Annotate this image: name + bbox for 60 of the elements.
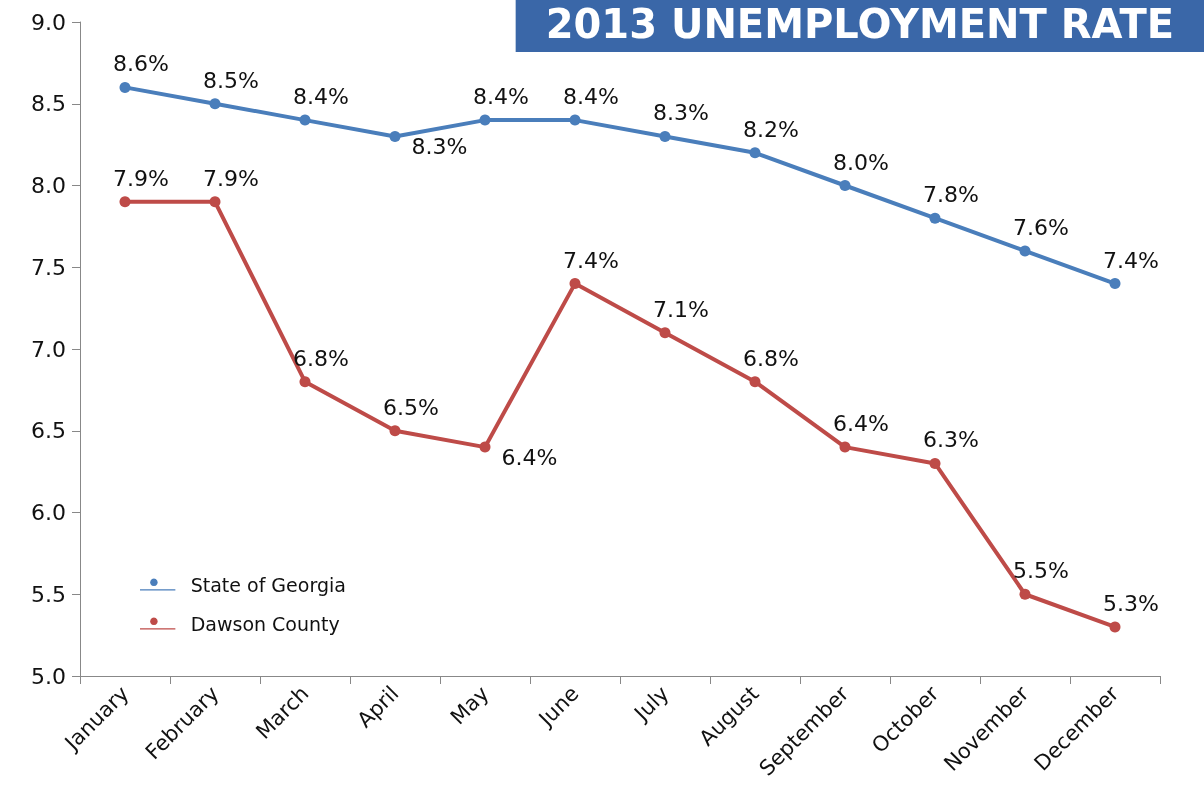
y-tick-label: 8.0	[31, 173, 66, 198]
data-label: 7.4%	[563, 247, 619, 273]
point	[299, 376, 311, 388]
data-label: 5.5%	[1013, 558, 1069, 584]
data-label: 6.5%	[383, 394, 439, 420]
point	[1019, 245, 1031, 257]
y-tick-label: 5.0	[31, 663, 66, 689]
y-tick-label: 5.5	[31, 581, 66, 607]
point	[929, 457, 941, 469]
data-label: 8.4%	[293, 84, 349, 110]
data-label: 8.5%	[203, 67, 259, 93]
point	[569, 278, 581, 290]
data-label: 5.3%	[1103, 590, 1159, 616]
chart-title: 2013 UNEMPLOYMENT RATE	[545, 1, 1174, 47]
data-label: 8.6%	[113, 51, 169, 77]
point	[839, 180, 851, 191]
data-label: 7.8%	[923, 182, 979, 208]
point	[929, 212, 941, 224]
data-label: 6.3%	[923, 427, 979, 453]
point	[209, 98, 221, 110]
data-label: 8.4%	[563, 84, 619, 110]
data-label: 7.9%	[113, 165, 169, 191]
point	[479, 114, 491, 126]
point	[749, 376, 761, 388]
point	[749, 147, 761, 159]
legend-label: Dawson County	[190, 612, 340, 635]
data-label: 7.1%	[653, 296, 709, 322]
point	[389, 130, 401, 142]
data-label: 6.8%	[743, 345, 799, 371]
point	[1019, 588, 1031, 600]
y-tick-label: 8.5	[31, 91, 66, 117]
data-label: 6.4%	[833, 411, 889, 437]
point	[479, 441, 491, 453]
data-label: 7.4%	[1103, 247, 1159, 273]
data-label: 8.3%	[653, 100, 709, 126]
point	[1109, 621, 1121, 633]
point	[1109, 278, 1121, 290]
point	[659, 327, 671, 339]
legend-label: State of Georgia	[190, 573, 346, 596]
data-label: 7.6%	[1013, 214, 1069, 240]
y-tick-label: 9.0	[31, 9, 66, 35]
point	[209, 196, 221, 208]
data-label: 7.9%	[203, 165, 259, 191]
data-label: 8.2%	[743, 116, 799, 142]
point	[659, 130, 671, 142]
data-label: 6.4%	[501, 444, 558, 470]
y-tick-label: 7.5	[31, 254, 66, 280]
point	[119, 81, 131, 93]
y-tick-label: 6.5	[31, 418, 66, 444]
point	[569, 114, 581, 126]
point	[839, 441, 851, 453]
data-label: 8.0%	[833, 149, 889, 175]
point	[299, 114, 311, 126]
data-label: 6.8%	[293, 345, 349, 371]
point	[119, 196, 131, 208]
data-label: 8.4%	[473, 84, 529, 110]
point	[389, 425, 401, 437]
y-tick-label: 6.0	[31, 500, 66, 525]
data-label: 8.3%	[411, 133, 468, 159]
y-tick-label: 7.0	[31, 336, 66, 362]
